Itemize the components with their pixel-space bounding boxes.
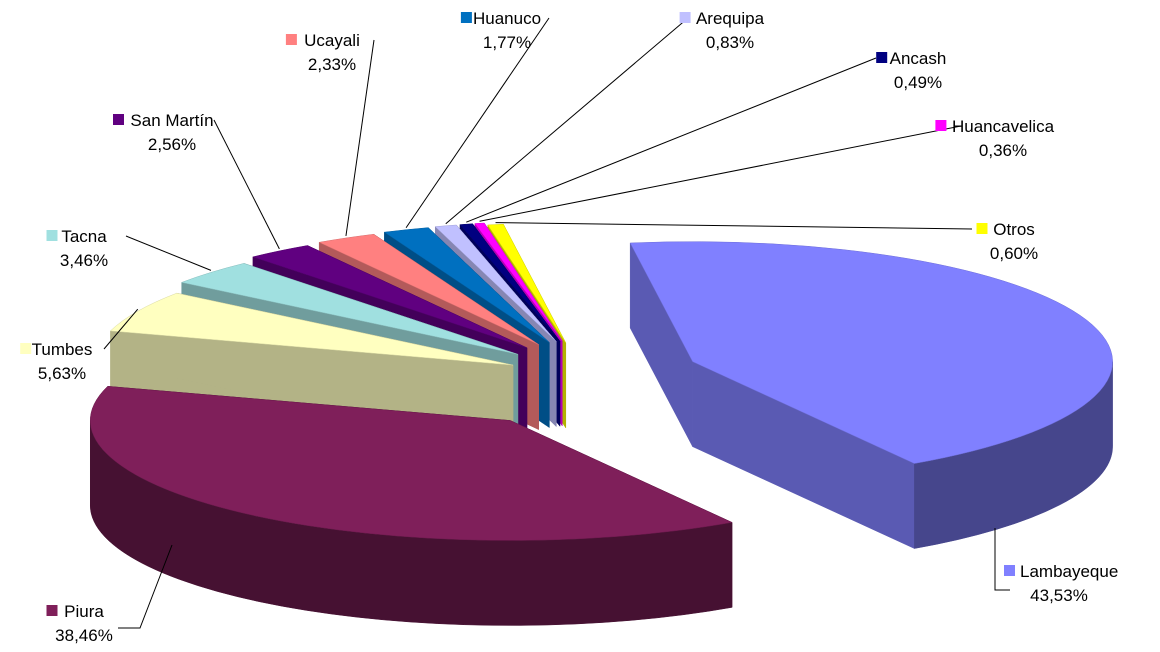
slice-percentage: 0,49% (894, 73, 942, 92)
leader-line-otros (495, 222, 973, 230)
slice-percentage: 0,36% (979, 141, 1027, 160)
slice-piura (89, 386, 733, 626)
label-lambayeque: Lambayeque 43,53% (1004, 562, 1118, 605)
slice-name: Huancavelica (952, 117, 1055, 136)
slice-percentage: 0,60% (990, 244, 1038, 263)
legend-swatch-ucayali (285, 34, 297, 45)
label-piura: Piura 38,46% (46, 602, 113, 645)
legend-swatch-san-martin (113, 114, 124, 125)
slice-percentage: 1,77% (483, 33, 531, 52)
label-arequipa: Arequipa 0,83% (679, 9, 765, 52)
slice-percentage: 0,83% (706, 33, 754, 52)
leader-line-lambayeque (994, 528, 1010, 591)
legend-swatch-huanuco (460, 12, 472, 23)
slice-name: Lambayeque (1020, 562, 1118, 581)
legend-swatch-ancash (876, 52, 888, 63)
slice-name: Ucayali (304, 31, 360, 50)
legend-swatch-otros (976, 223, 988, 234)
slice-percentage: 43,53% (1030, 586, 1088, 605)
slice-lambayeque (629, 241, 1113, 549)
slice-percentage: 5,63% (38, 364, 86, 383)
leader-line-ancash (466, 57, 877, 223)
slice-name: Arequipa (696, 9, 765, 28)
slice-name: San Martín (130, 111, 213, 130)
slice-name: Ancash (890, 49, 947, 68)
legend-swatch-arequipa (679, 12, 691, 23)
leader-line-piura (118, 544, 173, 629)
leader-line-arequipa (445, 17, 689, 225)
label-otros: Otros 0,60% (976, 220, 1038, 263)
slice-name: Tumbes (32, 340, 93, 359)
label-tumbes: Tumbes 5,63% (20, 340, 92, 383)
leader-line-huancavelica (479, 125, 962, 222)
slice-percentage: 2,56% (148, 135, 196, 154)
legend-swatch-huancavelica (935, 120, 947, 131)
legend-swatch-piura (46, 605, 58, 616)
label-ancash: Ancash 0,49% (876, 49, 946, 92)
leader-line-san-martin (213, 119, 280, 250)
label-ucayali: Ucayali 2,33% (285, 31, 360, 74)
label-huancavelica: Huancavelica 0,36% (935, 117, 1055, 160)
slice-name: Huanuco (473, 9, 541, 28)
legend-swatch-tumbes (20, 343, 32, 354)
legend-swatch-tacna (46, 230, 58, 241)
slice-name: Piura (64, 602, 104, 621)
label-huanuco: Huanuco 1,77% (460, 9, 541, 52)
leader-line-ucayali (345, 39, 375, 237)
slice-name: Tacna (61, 227, 107, 246)
leader-line-tumbes (103, 308, 139, 350)
slice-percentage: 2,33% (308, 55, 356, 74)
slice-name: Otros (993, 220, 1035, 239)
label-tacna: Tacna 3,46% (46, 227, 108, 270)
slice-percentage: 38,46% (55, 626, 113, 645)
label-san-martin: San Martín 2,56% (113, 111, 214, 154)
legend-swatch-lambayeque (1004, 565, 1015, 576)
slice-percentage: 3,46% (60, 251, 108, 270)
leader-line-huanuco (405, 17, 550, 229)
leader-line-tacna (125, 235, 212, 271)
